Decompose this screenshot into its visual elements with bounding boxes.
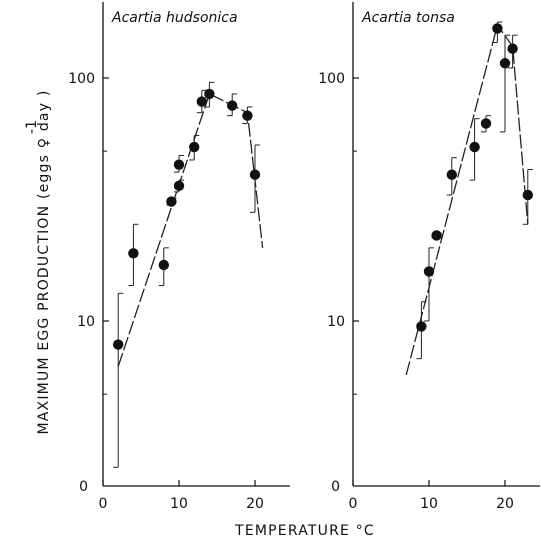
panel-hudsonica: Acartia hudsonica 0 0 10 20 10 100 [68, 2, 290, 512]
data-point [480, 118, 492, 129]
data-point [166, 196, 177, 207]
data-point [492, 23, 503, 34]
panel2-marks [405, 21, 533, 376]
x-tick-label: 0 [349, 496, 358, 512]
fit-line [117, 93, 264, 367]
panel1-y-zero-label: 0 [79, 479, 88, 495]
panel2-title: Acartia tonsa [361, 10, 455, 26]
panel2-ticks: 0 10 20 10 100 [318, 71, 514, 512]
data-point [249, 169, 261, 180]
data-point [204, 88, 215, 100]
y-axis-title: MAXIMUM EGG PRODUCTION (eggs ♀ day ) [36, 90, 52, 435]
panel-tonsa: Acartia tonsa 0 0 10 20 10 100 [318, 2, 540, 512]
data-point [189, 141, 200, 153]
data-point [196, 96, 207, 107]
data-point [173, 180, 185, 192]
x-tick-label: 20 [496, 496, 514, 512]
x-tick-label: 20 [246, 496, 264, 512]
data-point [242, 110, 253, 121]
data-point [423, 266, 435, 277]
y-tick-label: 10 [77, 314, 95, 330]
panel2-y-zero-label: 0 [331, 479, 340, 495]
data-point [158, 259, 169, 271]
y-tick-label: 100 [68, 71, 95, 87]
panel1-marks [113, 81, 264, 468]
x-axis-title: TEMPERATURE °C [234, 523, 375, 539]
data-point [416, 321, 427, 332]
data-point [128, 248, 139, 259]
y-tick-label: 100 [318, 71, 345, 87]
panel1-ticks: 0 10 20 10 100 [68, 71, 264, 512]
panel1-title: Acartia hudsonica [111, 10, 238, 26]
x-tick-label: 0 [99, 496, 108, 512]
data-point [431, 230, 442, 241]
data-point [522, 189, 533, 201]
data-point [173, 159, 185, 170]
data-point [499, 58, 511, 69]
x-tick-label: 10 [170, 496, 188, 512]
data-point [507, 43, 518, 54]
x-tick-label: 10 [420, 496, 438, 512]
data-point [113, 339, 124, 350]
data-point [227, 100, 238, 111]
y-axis-title-superscript: -1 [24, 120, 40, 134]
data-point [446, 169, 457, 180]
data-point [469, 141, 480, 153]
y-tick-label: 10 [327, 314, 345, 330]
